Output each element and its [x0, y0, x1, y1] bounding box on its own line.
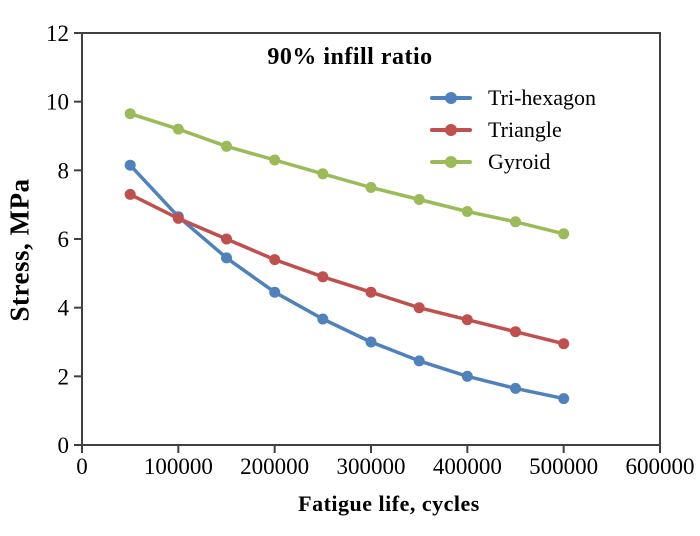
data-point-gyroid — [413, 194, 425, 205]
series-line-triangle — [128, 192, 566, 346]
legend-item-gyroid: Gyroid — [430, 146, 596, 178]
y-tick-label: 4 — [58, 296, 70, 321]
data-point-gyroid — [510, 216, 521, 228]
chart-legend: Tri-hexagon Triangle Gyroid — [430, 82, 596, 178]
data-point-tri-hexagon — [269, 286, 281, 298]
data-point-triangle — [510, 326, 521, 338]
data-point-triangle — [269, 254, 281, 266]
data-point-triangle — [365, 286, 377, 298]
x-tick-label: 500000 — [529, 454, 598, 479]
data-point-tri-hexagon — [124, 159, 136, 171]
data-point-triangle — [172, 212, 184, 224]
legend-label: Gyroid — [488, 149, 551, 174]
data-point-tri-hexagon — [317, 313, 329, 325]
y-tick-label: 6 — [58, 227, 70, 252]
y-axis-title: Stress, MPa — [4, 178, 35, 322]
data-point-tri-hexagon — [510, 382, 521, 394]
data-point-gyroid — [124, 108, 136, 120]
series-line-tri-hexagon — [128, 163, 566, 401]
legend-item-triangle: Triangle — [430, 114, 596, 146]
chart-title: 90% infill ratio — [267, 44, 433, 70]
data-point-triangle — [317, 271, 329, 283]
legend-line-marker-icon — [430, 155, 472, 169]
x-tick-label: 300000 — [337, 454, 406, 479]
x-axis-title: Fatigue life, cycles — [298, 491, 480, 516]
legend-label: Tri-hexagon — [488, 85, 596, 110]
data-point-tri-hexagon — [221, 252, 232, 264]
legend-line-marker-icon — [430, 123, 472, 137]
x-tick-label: 0 — [76, 454, 88, 479]
data-point-tri-hexagon — [558, 393, 570, 405]
data-point-triangle — [124, 188, 136, 200]
data-point-triangle — [413, 302, 425, 314]
y-tick-label: 12 — [46, 21, 69, 46]
data-point-tri-hexagon — [365, 336, 377, 348]
data-point-gyroid — [221, 140, 232, 152]
y-tick-label: 10 — [46, 90, 69, 115]
data-point-gyroid — [558, 228, 570, 240]
data-point-tri-hexagon — [413, 355, 425, 367]
legend-label: Triangle — [488, 117, 562, 142]
data-point-triangle — [221, 233, 232, 245]
data-point-gyroid — [172, 123, 184, 135]
x-tick-label: 600000 — [626, 454, 695, 479]
legend-line-marker-icon — [430, 91, 472, 105]
data-point-gyroid — [317, 168, 329, 180]
x-tick-label: 200000 — [240, 454, 309, 479]
data-point-tri-hexagon — [461, 370, 473, 382]
y-tick-label: 8 — [58, 158, 70, 183]
data-point-gyroid — [365, 182, 377, 193]
data-point-triangle — [558, 338, 570, 350]
x-tick-label: 100000 — [144, 454, 213, 479]
data-point-gyroid — [269, 154, 281, 166]
y-tick-label: 0 — [58, 433, 70, 458]
data-point-triangle — [461, 314, 473, 326]
legend-item-tri-hexagon: Tri-hexagon — [430, 82, 596, 114]
x-tick-label: 400000 — [433, 454, 502, 479]
data-point-gyroid — [461, 206, 473, 217]
y-tick-label: 2 — [58, 364, 70, 389]
series-line-gyroid — [128, 111, 566, 236]
